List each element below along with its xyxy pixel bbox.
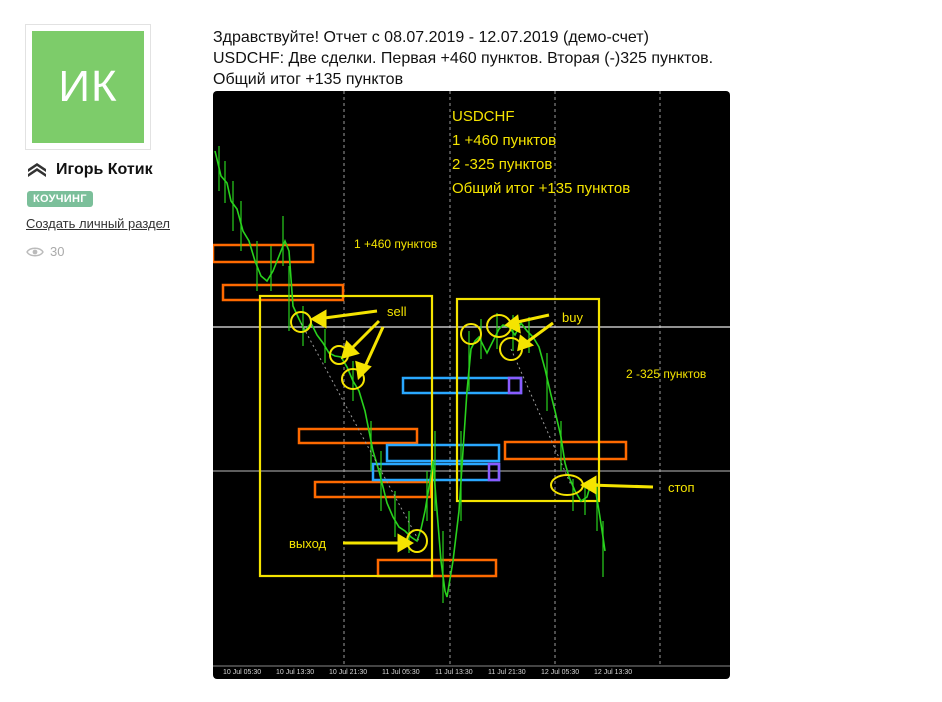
time-label: 10 Jul 21:30 — [329, 669, 367, 676]
post-text: Здравствуйте! Отчет с 08.07.2019 - 12.07… — [213, 27, 713, 90]
buy-label: buy — [562, 310, 583, 325]
chart-summary-line: Общий итог +135 пунктов — [452, 180, 630, 197]
eye-icon — [26, 247, 44, 256]
user-row: Игорь Котик — [26, 161, 153, 179]
chart-summary-line: 2 -325 пунктов — [452, 156, 552, 173]
post-line: Общий итог +135 пунктов — [213, 71, 404, 88]
annotation-arrows — [310, 309, 654, 553]
time-label: 10 Jul 13:30 — [276, 669, 314, 676]
time-label: 11 Jul 21:30 — [488, 669, 526, 676]
post-line: USDCHF: Две сделки. Первая +460 пунктов.… — [213, 50, 714, 67]
time-label: 12 Jul 05:30 — [541, 669, 579, 676]
chart-summary-line: 1 +460 пунктов — [452, 132, 556, 149]
stop-label: стоп — [668, 480, 695, 495]
chart-image[interactable]: USDCHF 1 +460 пунктов 2 -325 пунктов Общ… — [213, 91, 730, 679]
user-name[interactable]: Игорь Котик — [56, 161, 153, 178]
views-count: 30 — [50, 244, 65, 259]
views-counter: 30 — [26, 244, 64, 259]
trade-boxes — [258, 294, 601, 578]
rank-chevrons-icon — [28, 163, 46, 177]
avatar[interactable]: ИК — [32, 31, 144, 143]
trade-paths — [300, 322, 572, 542]
exit-label: выход — [289, 536, 327, 551]
time-label: 10 Jul 05:30 — [223, 669, 261, 676]
time-label: 11 Jul 05:30 — [382, 669, 420, 676]
trade2-label: 2 -325 пунктов — [626, 367, 706, 381]
post-line: Здравствуйте! Отчет с 08.07.2019 - 12.07… — [213, 29, 649, 46]
time-axis-labels: 10 Jul 05:30 10 Jul 13:30 10 Jul 21:30 1… — [223, 669, 632, 676]
orange-zones — [213, 243, 628, 578]
time-label: 11 Jul 13:30 — [435, 669, 473, 676]
trade1-label: 1 +460 пунктов — [354, 237, 437, 251]
blue-zones — [371, 376, 523, 482]
avatar-frame[interactable]: ИК — [25, 24, 151, 150]
create-section-link[interactable]: Создать личный раздел — [26, 216, 170, 231]
chart-labels: USDCHF 1 +460 пунктов 2 -325 пунктов Общ… — [289, 108, 706, 551]
coaching-badge: КОУЧИНГ — [27, 191, 93, 207]
time-label: 12 Jul 13:30 — [594, 669, 632, 676]
chart-svg: USDCHF 1 +460 пунктов 2 -325 пунктов Общ… — [213, 91, 730, 676]
candle-wicks — [218, 146, 604, 603]
sell-label: sell — [387, 304, 407, 319]
chart-summary-line: USDCHF — [452, 108, 515, 125]
